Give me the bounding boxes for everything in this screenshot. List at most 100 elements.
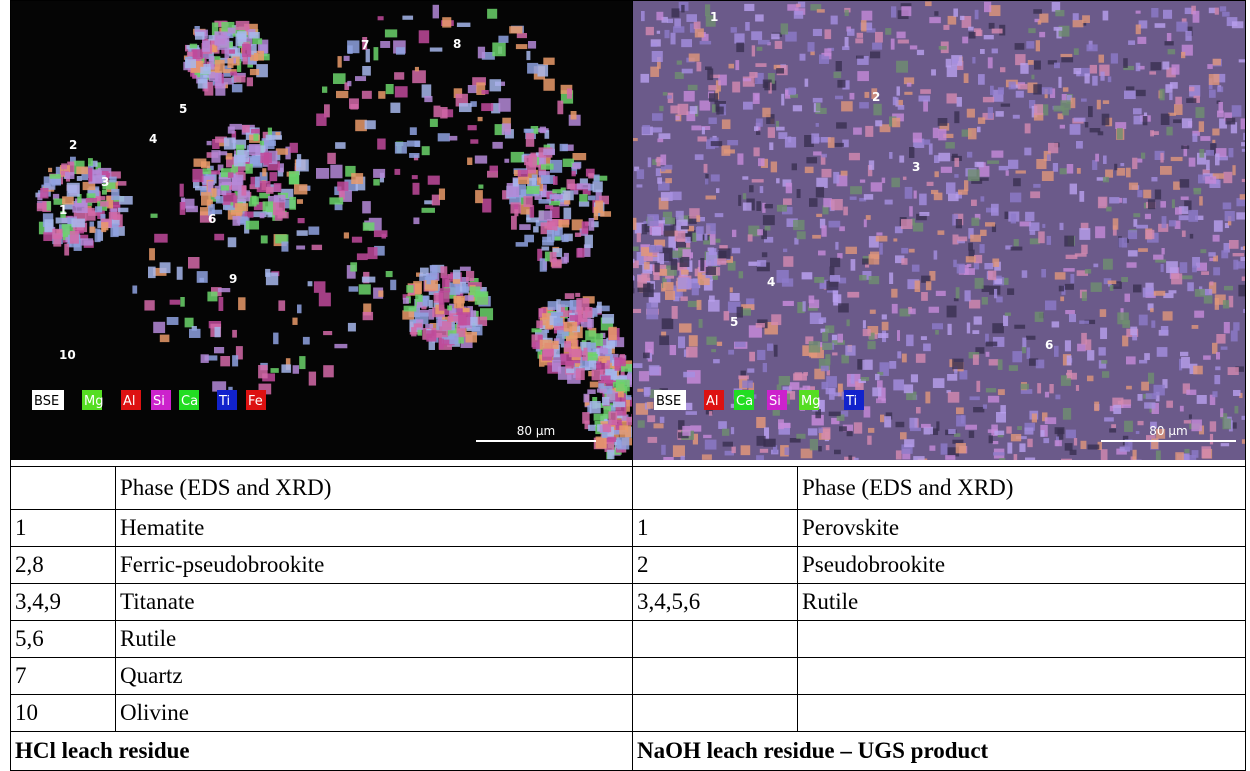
- texture: [705, 179, 709, 185]
- legend-label: Si: [769, 394, 781, 409]
- texture: [633, 218, 636, 230]
- texture: [1085, 269, 1091, 274]
- texture: [1215, 298, 1219, 310]
- texture: [633, 259, 634, 263]
- texture: [700, 101, 711, 111]
- texture: [976, 30, 982, 36]
- texture: [482, 90, 489, 94]
- texture: [1090, 128, 1101, 132]
- texture: [65, 172, 75, 179]
- texture: [841, 171, 848, 176]
- texture: [523, 196, 532, 207]
- texture: [1184, 449, 1189, 453]
- texture: [975, 278, 984, 289]
- texture: [1189, 87, 1194, 92]
- texture: [1123, 198, 1127, 203]
- texture: [1111, 53, 1118, 63]
- texture: [1021, 384, 1029, 390]
- texture: [228, 58, 234, 68]
- legend-label: Ca: [181, 394, 198, 409]
- texture: [998, 359, 1003, 370]
- texture: [1065, 310, 1075, 314]
- texture: [789, 382, 799, 390]
- texture: [706, 252, 717, 266]
- texture: [870, 310, 876, 314]
- texture: [198, 79, 208, 88]
- texture: [413, 218, 419, 225]
- texture: [242, 125, 250, 133]
- texture: [786, 183, 792, 193]
- texture: [598, 383, 604, 388]
- texture: [526, 133, 534, 147]
- texture: [831, 16, 838, 25]
- texture: [1150, 308, 1154, 312]
- texture: [1162, 216, 1167, 228]
- texture: [699, 319, 703, 328]
- texture: [783, 301, 794, 306]
- texture: [904, 92, 912, 95]
- texture: [646, 27, 654, 35]
- texture: [144, 300, 154, 310]
- texture: [690, 106, 698, 114]
- texture: [362, 201, 371, 213]
- texture: [238, 297, 245, 310]
- texture: [1161, 326, 1168, 334]
- texture: [792, 163, 797, 170]
- texture: [984, 2, 991, 12]
- texture: [1079, 228, 1090, 240]
- texture: [856, 56, 864, 59]
- texture: [1138, 248, 1148, 252]
- texture: [904, 384, 913, 393]
- texture: [672, 8, 680, 17]
- texture: [1152, 131, 1159, 135]
- texture: [988, 107, 993, 119]
- texture: [1151, 177, 1157, 181]
- texture: [897, 330, 900, 341]
- texture: [1232, 21, 1243, 28]
- texture: [898, 105, 905, 110]
- texture: [442, 275, 449, 288]
- texture: [910, 428, 921, 431]
- texture: [698, 278, 710, 285]
- texture: [983, 404, 987, 408]
- texture: [1205, 176, 1216, 183]
- texture: [1232, 165, 1235, 175]
- texture: [900, 432, 907, 439]
- texture: [409, 153, 419, 158]
- phase-name: Olivine: [116, 695, 633, 732]
- texture: [734, 33, 744, 43]
- texture: [540, 127, 546, 134]
- texture: [1030, 230, 1036, 235]
- texture: [1157, 347, 1168, 357]
- texture: [797, 189, 801, 198]
- texture: [1179, 215, 1189, 220]
- texture: [1121, 277, 1128, 282]
- texture: [877, 380, 883, 388]
- texture: [577, 183, 591, 189]
- texture: [579, 201, 589, 206]
- texture: [252, 196, 259, 204]
- texture: [992, 49, 998, 54]
- texture: [294, 184, 307, 194]
- texture: [1199, 121, 1204, 132]
- texture: [796, 434, 805, 439]
- texture: [1088, 445, 1100, 450]
- texture: [735, 60, 739, 70]
- texture: [929, 17, 941, 23]
- texture: [194, 159, 207, 167]
- texture: [929, 446, 935, 451]
- texture: [741, 371, 746, 376]
- texture: [1215, 8, 1219, 15]
- texture: [363, 312, 373, 320]
- texture: [739, 271, 743, 278]
- texture: [768, 127, 775, 138]
- texture: [863, 329, 871, 336]
- texture: [1026, 336, 1035, 340]
- texture: [571, 111, 577, 119]
- texture: [564, 208, 572, 220]
- texture: [1155, 259, 1166, 262]
- texture: [736, 43, 744, 52]
- texture: [526, 51, 530, 60]
- texture: [909, 147, 914, 158]
